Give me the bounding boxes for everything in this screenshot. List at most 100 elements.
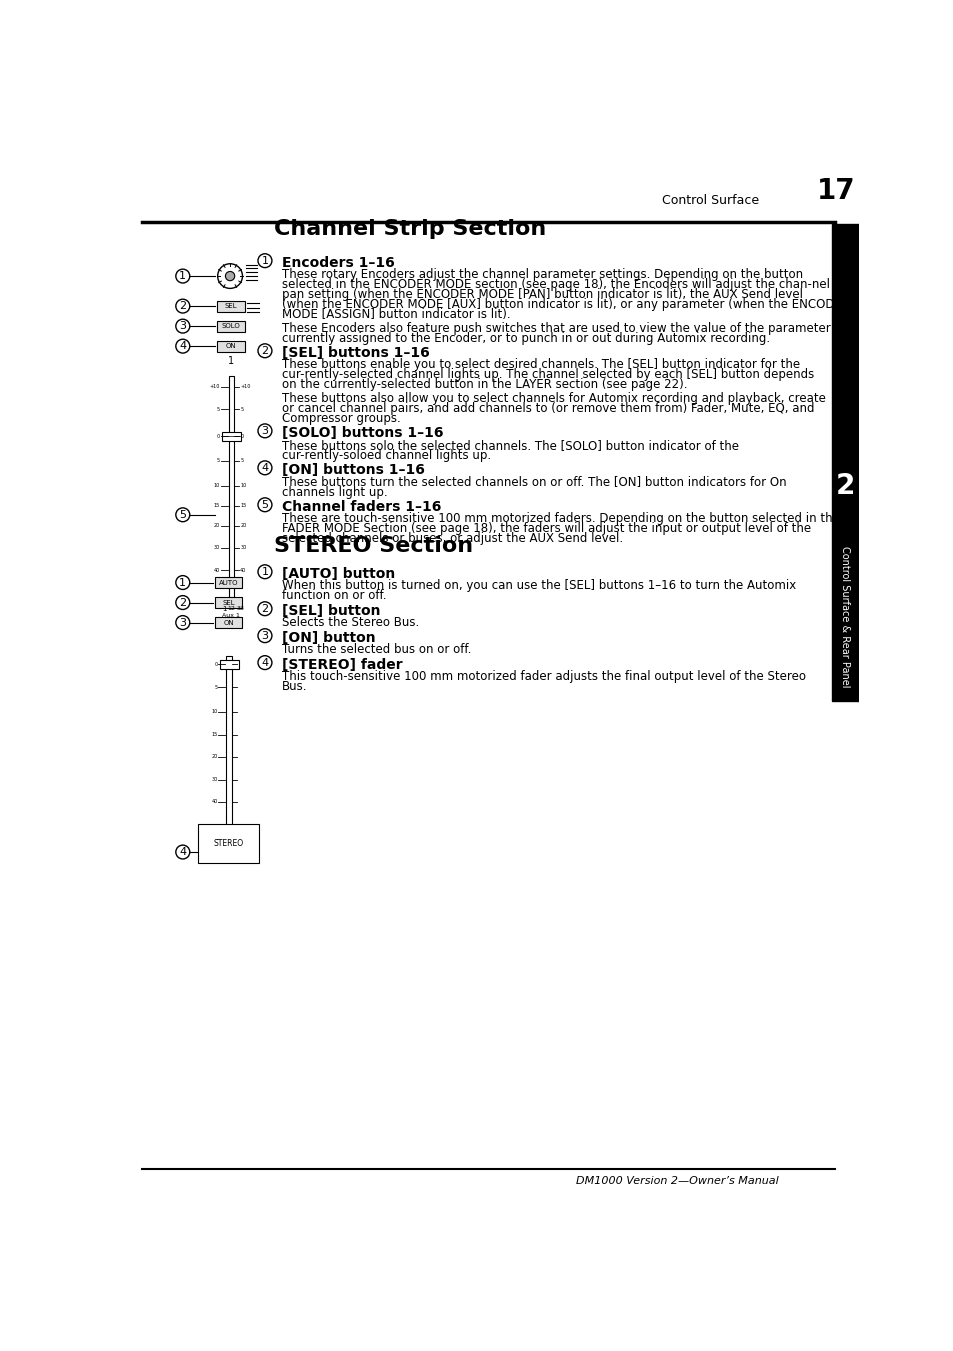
Text: [ON] buttons 1–16: [ON] buttons 1–16 (282, 463, 424, 477)
Text: [AUTO] button: [AUTO] button (282, 567, 395, 581)
Text: 3: 3 (261, 426, 268, 436)
Text: 40: 40 (213, 567, 220, 573)
Text: 2: 2 (261, 604, 268, 613)
Text: Channel Strip Section: Channel Strip Section (274, 219, 546, 239)
Text: 3: 3 (179, 617, 186, 628)
Text: 20: 20 (212, 754, 217, 759)
Text: [SOLO] buttons 1–16: [SOLO] buttons 1–16 (282, 426, 443, 440)
Text: SEL: SEL (222, 600, 234, 605)
Text: +10: +10 (240, 385, 251, 389)
Text: 5: 5 (261, 500, 268, 509)
Text: 40: 40 (212, 800, 217, 804)
Text: ON: ON (223, 620, 233, 626)
Text: selected in the ENCODER MODE section (see page 18), the Encoders will adjust the: selected in the ENCODER MODE section (se… (282, 278, 829, 292)
Bar (831, 224, 858, 701)
Text: ON: ON (225, 343, 236, 349)
Text: 15: 15 (212, 732, 217, 738)
Text: 15: 15 (240, 503, 246, 508)
Text: 30: 30 (240, 546, 246, 550)
Text: 1: 1 (179, 577, 186, 588)
Circle shape (225, 272, 234, 281)
Text: These buttons also allow you to select channels for Automix recording and playba: These buttons also allow you to select c… (282, 392, 825, 404)
Text: cur-rently-selected channel lights up. The channel selected by each [SEL] button: cur-rently-selected channel lights up. T… (282, 369, 814, 381)
Bar (214, 577, 242, 588)
Text: pan setting (when the ENCODER MODE [PAN] button indicator is lit), the AUX Send : pan setting (when the ENCODER MODE [PAN]… (282, 288, 802, 301)
Text: 1: 1 (228, 355, 233, 366)
Text: 4: 4 (261, 658, 268, 667)
Text: 4: 4 (179, 342, 186, 351)
Text: FADER MODE Section (see page 18), the faders will adjust the input or output lev: FADER MODE Section (see page 18), the fa… (282, 523, 810, 535)
Text: 1: 1 (179, 272, 186, 281)
Text: 0: 0 (216, 434, 220, 439)
Text: 12: 12 (228, 605, 235, 611)
Text: cur-rently-soloed channel lights up.: cur-rently-soloed channel lights up. (282, 449, 491, 462)
Text: [SEL] buttons 1–16: [SEL] buttons 1–16 (282, 346, 429, 361)
Text: Channel faders 1–16: Channel faders 1–16 (282, 500, 441, 515)
Text: 10: 10 (212, 709, 217, 715)
Bar (214, 617, 242, 628)
Text: These are touch-sensitive 100 mm motorized faders. Depending on the button selec: These are touch-sensitive 100 mm motoriz… (282, 512, 839, 526)
Text: 3: 3 (261, 631, 268, 640)
Text: function on or off.: function on or off. (282, 589, 386, 603)
Text: This touch-sensitive 100 mm motorized fader adjusts the final output level of th: This touch-sensitive 100 mm motorized fa… (282, 670, 805, 684)
Text: 20: 20 (240, 523, 246, 528)
Text: 30: 30 (212, 777, 217, 782)
Text: DM1000 Version 2—Owner’s Manual: DM1000 Version 2—Owner’s Manual (576, 1177, 779, 1186)
Text: Turns the selected bus on or off.: Turns the selected bus on or off. (282, 643, 471, 657)
Text: 1: 1 (222, 605, 227, 612)
Text: Aux 1: Aux 1 (222, 613, 240, 619)
Text: [ON] button: [ON] button (282, 631, 375, 644)
Text: 5: 5 (240, 458, 243, 463)
Text: channels light up.: channels light up. (282, 485, 387, 499)
Text: 33: 33 (236, 605, 244, 611)
Text: STEREO: STEREO (213, 839, 243, 848)
Text: 15: 15 (213, 503, 220, 508)
Bar (229, 376, 233, 600)
Text: Selects the Stereo Bus.: Selects the Stereo Bus. (282, 616, 418, 630)
Bar (214, 597, 242, 608)
Text: on the currently-selected button in the LAYER section (see page 22).: on the currently-selected button in the … (282, 378, 687, 392)
Bar (226, 655, 232, 832)
Text: 0: 0 (214, 662, 217, 666)
Text: 2: 2 (179, 301, 186, 311)
Text: 5: 5 (216, 407, 220, 412)
Bar (220, 659, 238, 669)
Text: selected channels or buses, or adjust the AUX Send level.: selected channels or buses, or adjust th… (282, 532, 622, 546)
Text: 5: 5 (240, 407, 243, 412)
Text: 2: 2 (179, 597, 186, 608)
Text: 20: 20 (213, 523, 220, 528)
Text: currently assigned to the Encoder, or to punch in or out during Automix recordin: currently assigned to the Encoder, or to… (282, 331, 769, 345)
Text: SOLO: SOLO (221, 323, 240, 330)
Text: 5: 5 (214, 685, 217, 690)
Text: 1: 1 (261, 255, 268, 266)
Text: [STEREO] fader: [STEREO] fader (282, 658, 402, 671)
Bar (216, 320, 245, 331)
Bar (216, 340, 245, 351)
Text: 1: 1 (261, 567, 268, 577)
Text: 3: 3 (179, 322, 186, 331)
Text: [SEL] button: [SEL] button (282, 604, 380, 619)
Text: STEREO Section: STEREO Section (274, 536, 473, 557)
Text: 5: 5 (179, 509, 186, 520)
Text: or cancel channel pairs, and add channels to (or remove them from) Fader, Mute, : or cancel channel pairs, and add channel… (282, 401, 814, 415)
Text: These buttons solo the selected channels. The [SOLO] button indicator of the: These buttons solo the selected channels… (282, 439, 739, 451)
Text: These Encoders also feature push switches that are used to view the value of the: These Encoders also feature push switche… (282, 322, 830, 335)
Text: 10: 10 (213, 484, 220, 488)
Text: Bus.: Bus. (282, 681, 307, 693)
Text: 0: 0 (240, 434, 243, 439)
Text: +10: +10 (210, 385, 220, 389)
Text: These buttons turn the selected channels on or off. The [ON] button indicators f: These buttons turn the selected channels… (282, 476, 786, 489)
Text: AUTO: AUTO (218, 580, 238, 585)
Text: Control Surface & Rear Panel: Control Surface & Rear Panel (840, 546, 849, 688)
Text: 40: 40 (240, 567, 246, 573)
Text: These buttons enable you to select desired channels. The [SEL] button indicator : These buttons enable you to select desir… (282, 358, 800, 372)
Text: Control Surface: Control Surface (661, 193, 758, 207)
Text: 2: 2 (261, 346, 268, 355)
Text: 4: 4 (261, 463, 268, 473)
Text: 5: 5 (216, 458, 220, 463)
Text: 4: 4 (179, 847, 186, 857)
Text: 30: 30 (213, 546, 220, 550)
Text: 17: 17 (816, 177, 855, 205)
Text: 10: 10 (240, 484, 246, 488)
Text: (when the ENCODER MODE [AUX] button indicator is lit), or any parameter (when th: (when the ENCODER MODE [AUX] button indi… (282, 299, 849, 312)
